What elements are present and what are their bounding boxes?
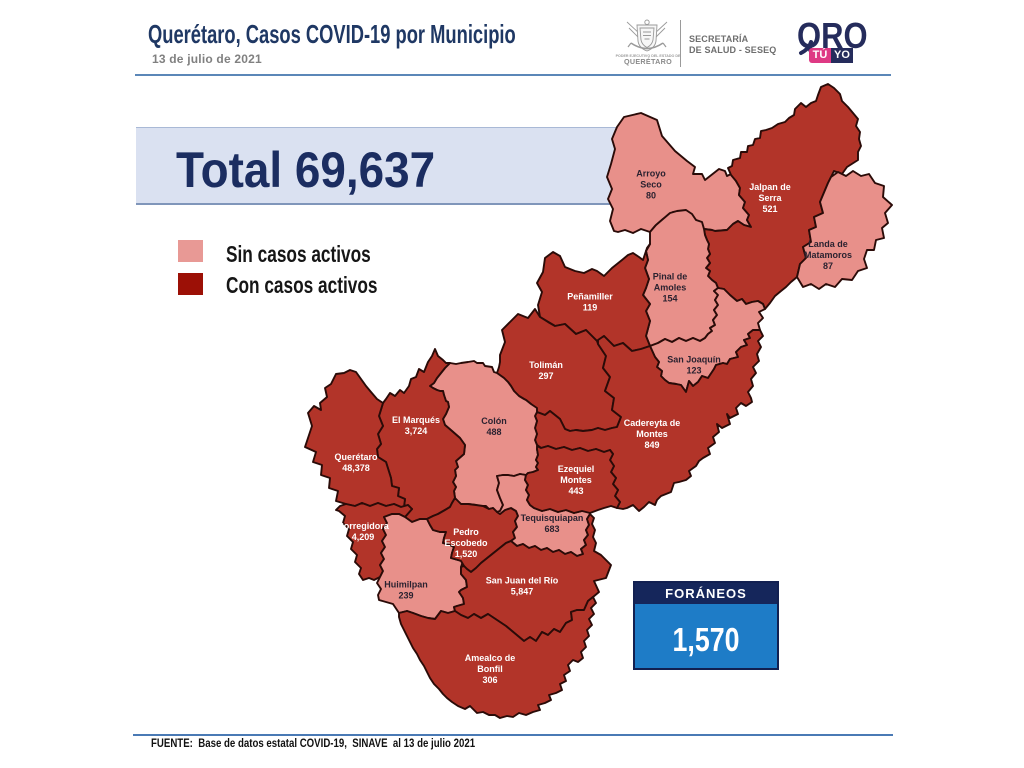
svg-text:Corregidora: Corregidora bbox=[337, 521, 390, 531]
svg-text:521: 521 bbox=[762, 204, 777, 214]
svg-text:Arroyo: Arroyo bbox=[636, 169, 666, 179]
svg-text:Amoles: Amoles bbox=[654, 283, 687, 293]
svg-text:123: 123 bbox=[686, 366, 701, 376]
svg-text:Colón: Colón bbox=[481, 416, 507, 426]
svg-text:5,847: 5,847 bbox=[511, 587, 534, 597]
svg-text:Montes: Montes bbox=[560, 475, 592, 485]
svg-text:119: 119 bbox=[583, 303, 598, 313]
svg-text:1,520: 1,520 bbox=[455, 549, 478, 559]
svg-text:Peñamiller: Peñamiller bbox=[567, 292, 613, 302]
svg-text:488: 488 bbox=[486, 427, 501, 437]
svg-text:Escobedo: Escobedo bbox=[444, 538, 488, 548]
svg-text:443: 443 bbox=[568, 486, 583, 496]
svg-text:297: 297 bbox=[538, 371, 553, 381]
svg-text:Cadereyta de: Cadereyta de bbox=[624, 418, 681, 428]
svg-text:4,209: 4,209 bbox=[352, 532, 375, 542]
svg-text:El Marqués: El Marqués bbox=[392, 415, 440, 425]
svg-text:Pedro: Pedro bbox=[453, 527, 479, 537]
svg-text:Querétaro: Querétaro bbox=[334, 452, 378, 462]
svg-text:3,724: 3,724 bbox=[405, 426, 428, 436]
svg-text:239: 239 bbox=[398, 591, 413, 601]
svg-text:48,378: 48,378 bbox=[342, 463, 370, 473]
svg-text:Montes: Montes bbox=[636, 429, 668, 439]
svg-text:San Juan del Río: San Juan del Río bbox=[486, 576, 559, 586]
svg-text:154: 154 bbox=[662, 294, 677, 304]
svg-text:683: 683 bbox=[544, 524, 559, 534]
svg-text:Landa de: Landa de bbox=[808, 239, 848, 249]
svg-text:Seco: Seco bbox=[640, 180, 662, 190]
svg-text:87: 87 bbox=[823, 261, 833, 271]
svg-text:Tequisquiapan: Tequisquiapan bbox=[521, 513, 584, 523]
svg-text:Bonfil: Bonfil bbox=[477, 664, 503, 674]
svg-text:80: 80 bbox=[646, 191, 656, 201]
svg-text:San Joaquín: San Joaquín bbox=[667, 355, 721, 365]
svg-text:Amealco de: Amealco de bbox=[465, 653, 516, 663]
svg-text:Ezequiel: Ezequiel bbox=[558, 464, 595, 474]
svg-text:849: 849 bbox=[644, 440, 659, 450]
svg-text:306: 306 bbox=[482, 675, 497, 685]
svg-text:Serra: Serra bbox=[758, 193, 782, 203]
svg-text:Tolimán: Tolimán bbox=[529, 360, 563, 370]
svg-text:Pinal de: Pinal de bbox=[653, 272, 688, 282]
svg-text:Matamoros: Matamoros bbox=[804, 250, 852, 260]
svg-text:Huimilpan: Huimilpan bbox=[384, 580, 428, 590]
svg-text:Jalpan de: Jalpan de bbox=[749, 182, 791, 192]
